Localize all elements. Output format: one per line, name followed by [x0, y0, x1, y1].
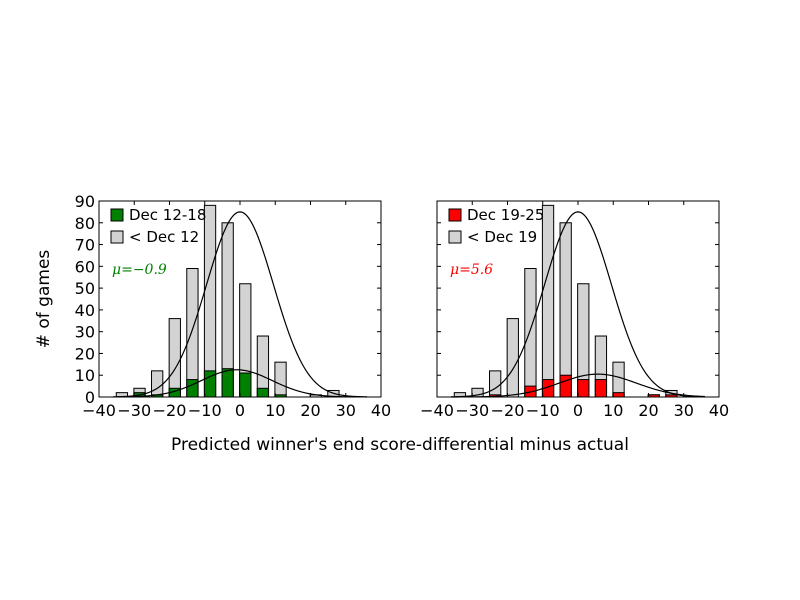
y-tick-label: 90 [75, 192, 95, 211]
fit-curve [451, 211, 705, 398]
y-tick-label: 60 [75, 257, 95, 276]
background-bar [612, 361, 625, 398]
fit-curve [113, 369, 367, 398]
x-tick-label: 10 [603, 401, 623, 420]
x-tick-label: 40 [709, 401, 729, 420]
fit-curve [451, 373, 705, 398]
x-tick-label: −40 [82, 401, 116, 420]
legend-swatch [448, 230, 462, 244]
foreground-bar [577, 379, 590, 398]
y-tick-label: 40 [75, 301, 95, 320]
mean-annotation: μ=−0.9 [112, 262, 167, 278]
background-bar [524, 268, 537, 398]
background-bar [168, 318, 181, 398]
foreground-bar [186, 379, 199, 398]
x-tick-label: 40 [371, 401, 391, 420]
background-bar [186, 268, 199, 398]
y-tick-label: 70 [75, 236, 95, 255]
y-tick-label: 50 [75, 279, 95, 298]
background-bar [541, 204, 555, 398]
y-tick-label: 80 [75, 214, 95, 233]
foreground-bar [559, 374, 572, 398]
x-tick-label: −30 [117, 401, 151, 420]
mean-annotation: μ=5.6 [450, 262, 493, 278]
foreground-bar [239, 372, 252, 398]
x-tick-label: −10 [188, 401, 222, 420]
background-bar [151, 370, 164, 398]
legend-label: < Dec 12 [129, 228, 199, 246]
legend-swatch [110, 230, 124, 244]
x-tick-label: 10 [265, 401, 285, 420]
x-tick-label: 30 [336, 401, 356, 420]
x-tick-label: 20 [638, 401, 658, 420]
y-tick-label: 20 [75, 344, 95, 363]
x-tick-label: −20 [491, 401, 525, 420]
y-tick-label: 0 [85, 388, 95, 407]
background-bar [559, 222, 572, 398]
x-tick-label: −10 [526, 401, 560, 420]
chart-panel-2: −40 −30 −20 −10 0 10 20 30 40 Dec 19-25 < Dec 19 μ=… [420, 200, 729, 420]
fit-curve [113, 211, 367, 398]
background-bar [506, 318, 519, 398]
x-tick-label: 0 [235, 401, 245, 420]
background-bar [489, 370, 502, 398]
foreground-bar [612, 392, 625, 398]
background-bar [203, 204, 217, 398]
x-tick-label: −40 [420, 401, 454, 420]
x-tick-label: 0 [573, 401, 583, 420]
y-tick-label: 10 [75, 366, 95, 385]
legend-swatch [110, 208, 124, 222]
background-bar [274, 361, 287, 398]
y-tick-label: 30 [75, 323, 95, 342]
y-axis-label: # of games [34, 250, 54, 349]
chart-panel-1: −40 −30 −20 −10 0 10 20 30 40 0 10 20 30 40 50 60 70 80 90… [75, 192, 392, 420]
legend-swatch [448, 208, 462, 222]
x-tick-label: 20 [300, 401, 320, 420]
legend-label: < Dec 19 [467, 228, 537, 246]
legend-label: Dec 19-25 [467, 206, 544, 224]
x-tick-label: −30 [455, 401, 489, 420]
x-tick-label: 30 [674, 401, 694, 420]
foreground-bar [594, 379, 608, 398]
x-axis-label: Predicted winner's end score-differentia… [171, 435, 629, 455]
x-tick-label: −20 [153, 401, 187, 420]
foreground-bar [256, 387, 270, 398]
legend-label: Dec 12-18 [129, 206, 206, 224]
foreground-bar [221, 368, 234, 398]
